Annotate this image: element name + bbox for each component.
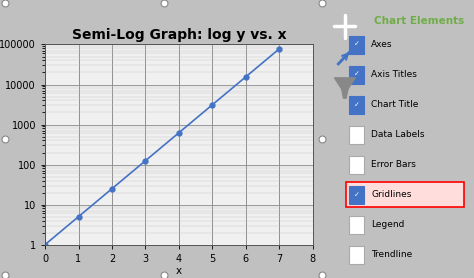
Text: Axes: Axes [371, 40, 393, 49]
Bar [349, 36, 365, 54]
Bar [346, 182, 464, 207]
Bar [349, 66, 365, 84]
X-axis label: x: x [176, 266, 182, 276]
Text: Chart Elements: Chart Elements [374, 16, 465, 26]
Bar [349, 216, 365, 234]
Text: ✓: ✓ [354, 71, 360, 78]
Text: ✓: ✓ [354, 41, 360, 48]
Text: Axis Titles: Axis Titles [371, 70, 417, 79]
Text: Data Labels: Data Labels [371, 130, 425, 139]
Polygon shape [334, 78, 355, 89]
Text: Error Bars: Error Bars [371, 160, 416, 169]
Bar [349, 96, 365, 114]
Text: Trendline: Trendline [371, 250, 413, 259]
Text: Legend: Legend [371, 220, 405, 229]
Text: ✓: ✓ [354, 192, 360, 198]
Text: Chart Title: Chart Title [371, 100, 419, 109]
Bar [349, 156, 365, 174]
Bar [349, 126, 365, 144]
Text: Gridlines: Gridlines [371, 190, 412, 199]
Bar [349, 246, 365, 264]
Polygon shape [342, 89, 348, 98]
Title: Semi-Log Graph: log y vs. x: Semi-Log Graph: log y vs. x [72, 28, 286, 42]
Bar [349, 186, 365, 204]
Text: ✓: ✓ [354, 101, 360, 108]
